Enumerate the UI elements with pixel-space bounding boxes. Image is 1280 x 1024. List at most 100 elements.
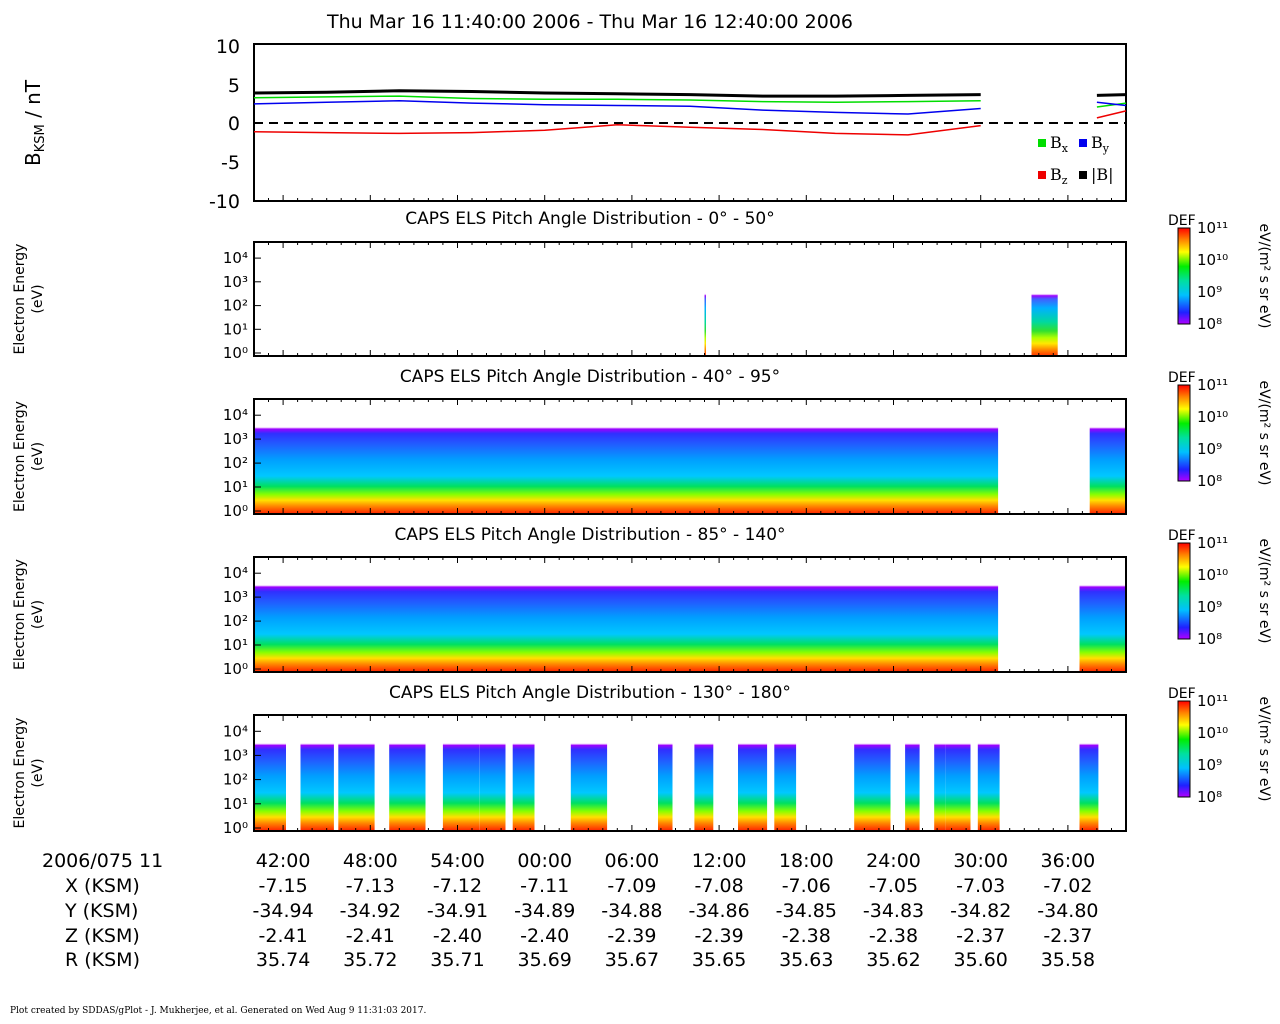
- colorbar-0-50: DEF 10⁸ 10⁹ 10¹⁰ 10¹¹ eV/(m² s sr eV): [1168, 213, 1272, 333]
- spectrogram-title-85-140: CAPS ELS Pitch Angle Distribution - 85° …: [394, 525, 785, 545]
- ephemeris-y-value: -34.80: [1037, 900, 1098, 922]
- colorbar-units: eV/(m² s sr eV): [1256, 224, 1272, 329]
- energy-tick-label: 10²: [223, 454, 248, 472]
- ephemeris-r-value: 35.71: [430, 949, 484, 971]
- spectrogram-coverage-block: [945, 715, 971, 831]
- ephemeris-r-value: 35.65: [692, 949, 746, 971]
- energy-axis-units-line: (eV): [30, 758, 46, 787]
- energy-axis-label-line: Electron Energy: [12, 718, 28, 829]
- ephemeris-r-value: 35.67: [605, 949, 659, 971]
- ephemeris-x-value: -7.08: [695, 875, 744, 897]
- spectrogram-coverage-block: [512, 715, 535, 831]
- ephemeris-z-value: -2.38: [869, 925, 918, 947]
- ephemeris-time-value: 36:00: [1041, 850, 1096, 872]
- colorbar-tick-label: 10⁸: [1197, 472, 1222, 490]
- ephemeris-z-value: -2.37: [956, 925, 1005, 947]
- ephemeris-x-value: -7.03: [956, 875, 1005, 897]
- colorbar-gradient: [1177, 227, 1191, 325]
- energy-tick-label: 10²: [223, 612, 248, 630]
- plot-footer: Plot created by SDDAS/gPlot - J. Mukherj…: [10, 1006, 427, 1016]
- ephemeris-r-value: 35.63: [779, 949, 833, 971]
- spectrogram-coverage-block: [738, 715, 768, 831]
- energy-tick-label: 10³: [223, 430, 248, 448]
- ephemeris-time-value: 42:00: [256, 850, 311, 872]
- colorbar-units: eV/(m² s sr eV): [1256, 381, 1272, 486]
- spectrogram-coverage-block: [1089, 399, 1126, 514]
- ephemeris-z-value: -2.40: [433, 925, 482, 947]
- mag-ytick-0: 0: [228, 113, 240, 135]
- energy-axis-85-140: 10⁰ 10¹ 10² 10³ 10⁴ Electron Energy (eV): [12, 557, 1127, 678]
- colorbar-tick-label: 10¹⁰: [1197, 408, 1228, 426]
- spectrogram-coverage-block: [300, 715, 334, 831]
- colorbar-85-140: DEF 10⁸ 10⁹ 10¹⁰ 10¹¹ eV/(m² s sr eV): [1168, 528, 1272, 648]
- ephemeris-y-value: -34.91: [427, 900, 488, 922]
- ephemeris-time-value: 18:00: [779, 850, 834, 872]
- ephemeris-r-value: 35.60: [953, 949, 1007, 971]
- z-ksm-row-label: Z (KSM): [65, 925, 140, 947]
- mag-series-line-bz-0: [253, 124, 981, 136]
- legend-swatch-bmag: [1079, 171, 1087, 179]
- legend-label-bx: Bx: [1050, 133, 1069, 155]
- ephemeris-y-value: -34.94: [252, 900, 313, 922]
- colorbar-tick-label: 10⁸: [1197, 788, 1222, 806]
- spectrogram-title-40-95: CAPS ELS Pitch Angle Distribution - 40° …: [400, 367, 780, 387]
- energy-tick-label: 10³: [223, 746, 248, 764]
- ephemeris-y-value: -34.85: [776, 900, 837, 922]
- ephemeris-time-value: 48:00: [343, 850, 398, 872]
- spectrogram-coverage-block: [694, 715, 714, 831]
- spectrogram-title-130-180: CAPS ELS Pitch Angle Distribution - 130°…: [389, 683, 791, 703]
- spectrogram-coverage-block: [704, 242, 706, 356]
- ephemeris-z-value: -2.39: [607, 925, 656, 947]
- ephemeris-y-value: -34.88: [601, 900, 662, 922]
- energy-axis-130-180: 10⁰ 10¹ 10² 10³ 10⁴ Electron Energy (eV): [12, 715, 1127, 837]
- colorbar-tick-label: 10¹⁰: [1197, 724, 1228, 742]
- energy-axis-units-line: (eV): [30, 600, 46, 629]
- ephemeris-y-value: -34.82: [950, 900, 1011, 922]
- ephemeris-table: 42:00-7.15-34.94-2.4135.7448:00-7.13-34.…: [252, 850, 1098, 971]
- colorbar-tick-label: 10⁹: [1197, 598, 1222, 616]
- colorbar-tick-label: 10¹⁰: [1197, 251, 1228, 269]
- ephemeris-time-value: 24:00: [866, 850, 921, 872]
- energy-tick-label: 10⁰: [223, 819, 248, 837]
- energy-axis-label-line: Electron Energy: [12, 401, 28, 512]
- spectrogram-frame-0-50: [253, 241, 1127, 357]
- ephemeris-y-value: -34.86: [688, 900, 749, 922]
- spectrogram-coverage-block: [1079, 715, 1099, 831]
- ephemeris-z-value: -2.37: [1043, 925, 1092, 947]
- energy-tick-label: 10⁴: [223, 406, 248, 424]
- ephemeris-r-value: 35.69: [517, 949, 571, 971]
- energy-axis-label: Electron Energy (eV): [12, 244, 46, 355]
- ephemeris-y-value: -34.92: [340, 900, 401, 922]
- colorbar-label: DEF: [1168, 686, 1196, 702]
- energy-tick-label: 10¹: [223, 320, 248, 338]
- mag-ytick-5: 5: [228, 75, 240, 97]
- y-ksm-row-label: Y (KSM): [64, 900, 138, 922]
- mag-ytick-m10: -10: [209, 191, 240, 213]
- colorbar-gradient: [1177, 384, 1191, 482]
- mag-series-line-by-0: [253, 100, 981, 115]
- ephemeris-x-value: -7.12: [433, 875, 482, 897]
- plot-title: Thu Mar 16 11:40:00 2006 - Thu Mar 16 12…: [326, 11, 853, 33]
- energy-tick-label: 10⁴: [223, 249, 248, 267]
- mag-y-axis-label: BKSM / nT: [21, 79, 48, 166]
- energy-tick-label: 10⁴: [223, 722, 248, 740]
- ephemeris-x-value: -7.09: [607, 875, 656, 897]
- spectrogram-panel-40-95: CAPS ELS Pitch Angle Distribution - 40° …: [12, 367, 1272, 520]
- spectrogram-coverage-block: [854, 715, 891, 831]
- energy-axis-label: Electron Energy (eV): [12, 401, 46, 512]
- mag-series-group: [253, 89, 1127, 201]
- spectrogram-coverage-block: [977, 715, 1000, 831]
- mag-ytick-10: 10: [216, 36, 240, 58]
- energy-tick-label: 10³: [223, 588, 248, 606]
- colorbar-label: DEF: [1168, 370, 1196, 386]
- ephemeris-time-value: 06:00: [605, 850, 660, 872]
- energy-tick-label: 10¹: [223, 795, 248, 813]
- colorbar-tick-label: 10¹⁰: [1197, 566, 1228, 584]
- colorbar-130-180: DEF 10⁸ 10⁹ 10¹⁰ 10¹¹ eV/(m² s sr eV): [1168, 686, 1272, 806]
- colorbar-tick-label: 10⁹: [1197, 283, 1222, 301]
- magnetic-field-panel: BKSM / nT 10 5 0 -5 -10 Bx By Bz |B|: [21, 36, 1127, 213]
- ephemeris-z-value: -2.41: [259, 925, 308, 947]
- mag-series-line-bx-0: [253, 95, 981, 104]
- colorbar-tick-label: 10⁹: [1197, 440, 1222, 458]
